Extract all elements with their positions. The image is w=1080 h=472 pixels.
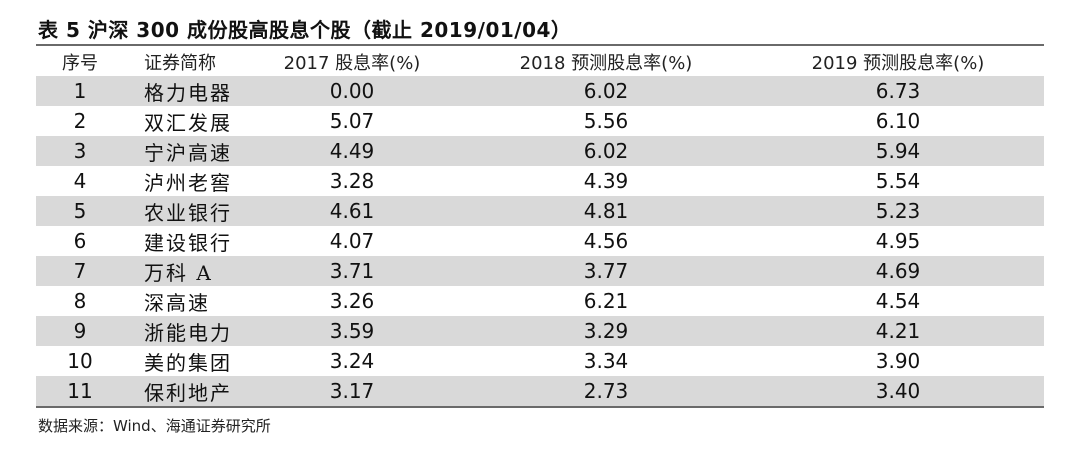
cell-2018-forecast-yield: 6.02: [460, 76, 752, 106]
cell-2017-yield: 4.49: [244, 136, 460, 166]
cell-2019-forecast-yield: 4.54: [875, 289, 921, 313]
table-row: 11 保利地产 3.17 2.73 3.40: [36, 376, 1044, 408]
cell-index: 7: [36, 256, 124, 286]
header-index: 序号: [62, 53, 98, 74]
cell-security-name: 深高速: [144, 290, 210, 315]
cell-index: 2: [73, 109, 87, 133]
table-row: 7 万科 A 3.71 3.77 4.69: [36, 256, 1044, 286]
cell-index: 9: [36, 316, 124, 346]
cell-index: 11: [36, 376, 124, 408]
cell-2018-forecast-yield: 3.77: [460, 256, 752, 286]
cell-2019-forecast-yield: 4.69: [752, 256, 1044, 286]
cell-2017-yield: 5.07: [329, 109, 375, 133]
cell-2019-forecast-yield: 5.54: [875, 169, 921, 193]
cell-2017-yield: 0.00: [244, 76, 460, 106]
header-row: 序号 证券简称 2017 股息率(%) 2018 预测股息率(%) 2019 预…: [36, 48, 1044, 76]
cell-security-name: 农业银行: [124, 196, 244, 226]
cell-2018-forecast-yield: 4.39: [583, 169, 629, 193]
table-row: 4 泸州老窖 3.28 4.39 5.54: [36, 166, 1044, 196]
table-row: 6 建设银行 4.07 4.56 4.95: [36, 226, 1044, 256]
cell-security-name: 泸州老窖: [144, 170, 232, 195]
cell-security-name: 双汇发展: [144, 110, 232, 135]
cell-index: 1: [36, 76, 124, 106]
cell-2018-forecast-yield: 2.73: [460, 376, 752, 408]
cell-index: 8: [73, 289, 87, 313]
cell-2017-yield: 3.28: [329, 169, 375, 193]
cell-2018-forecast-yield: 5.56: [583, 109, 629, 133]
cell-index: 3: [36, 136, 124, 166]
table-body: 1 格力电器 0.00 6.02 6.73 2 双汇发展 5.07 5.56 6.10 3 宁沪高速 4…: [36, 76, 1044, 408]
header-2019: 2019 预测股息率(%): [811, 53, 985, 74]
cell-security-name: 保利地产: [124, 376, 244, 408]
table-row: 2 双汇发展 5.07 5.56 6.10: [36, 106, 1044, 136]
cell-security-name: 浙能电力: [124, 316, 244, 346]
cell-2019-forecast-yield: 6.73: [752, 76, 1044, 106]
cell-2018-forecast-yield: 6.02: [460, 136, 752, 166]
cell-2019-forecast-yield: 4.95: [875, 229, 921, 253]
cell-2017-yield: 3.24: [329, 349, 375, 373]
cell-2019-forecast-yield: 6.10: [875, 109, 921, 133]
cell-security-name: 美的集团: [144, 350, 232, 375]
cell-2018-forecast-yield: 4.81: [460, 196, 752, 226]
table-row: 8 深高速 3.26 6.21 4.54: [36, 286, 1044, 316]
cell-2017-yield: 3.59: [244, 316, 460, 346]
document: 表 5 沪深 300 成份股高股息个股（截止 2019/01/04） 序号 证券…: [36, 12, 1044, 436]
cell-2018-forecast-yield: 3.29: [460, 316, 752, 346]
table-row: 5 农业银行 4.61 4.81 5.23: [36, 196, 1044, 226]
cell-2017-yield: 3.17: [244, 376, 460, 408]
cell-index: 10: [67, 349, 93, 373]
table-title: 表 5 沪深 300 成份股高股息个股（截止 2019/01/04）: [38, 17, 572, 42]
cell-2019-forecast-yield: 4.21: [752, 316, 1044, 346]
header-name: 证券简称: [144, 53, 216, 74]
cell-2017-yield: 3.26: [329, 289, 375, 313]
cell-2018-forecast-yield: 6.21: [583, 289, 629, 313]
cell-2018-forecast-yield: 3.34: [583, 349, 629, 373]
cell-index: 4: [73, 169, 87, 193]
cell-security-name: 宁沪高速: [124, 136, 244, 166]
cell-2017-yield: 4.61: [244, 196, 460, 226]
dividend-table: 序号 证券简称 2017 股息率(%) 2018 预测股息率(%) 2019 预…: [36, 48, 1044, 408]
cell-security-name: 建设银行: [144, 230, 232, 255]
cell-2018-forecast-yield: 4.56: [583, 229, 629, 253]
title-bar: 表 5 沪深 300 成份股高股息个股（截止 2019/01/04）: [36, 12, 1044, 46]
table-row: 1 格力电器 0.00 6.02 6.73: [36, 76, 1044, 106]
cell-index: 5: [36, 196, 124, 226]
cell-2017-yield: 3.71: [244, 256, 460, 286]
header-2017: 2017 股息率(%): [283, 53, 421, 74]
cell-index: 6: [73, 229, 87, 253]
cell-2017-yield: 4.07: [329, 229, 375, 253]
table-row: 10 美的集团 3.24 3.34 3.90: [36, 346, 1044, 376]
cell-2019-forecast-yield: 3.40: [752, 376, 1044, 408]
table-row: 3 宁沪高速 4.49 6.02 5.94: [36, 136, 1044, 166]
table-row: 9 浙能电力 3.59 3.29 4.21: [36, 316, 1044, 346]
cell-2019-forecast-yield: 5.94: [752, 136, 1044, 166]
cell-security-name: 万科 A: [124, 256, 244, 286]
source-note: 数据来源：Wind、海通证券研究所: [38, 417, 271, 435]
cell-2019-forecast-yield: 3.90: [875, 349, 921, 373]
header-2018: 2018 预测股息率(%): [519, 53, 693, 74]
cell-security-name: 格力电器: [124, 76, 244, 106]
cell-2019-forecast-yield: 5.23: [752, 196, 1044, 226]
